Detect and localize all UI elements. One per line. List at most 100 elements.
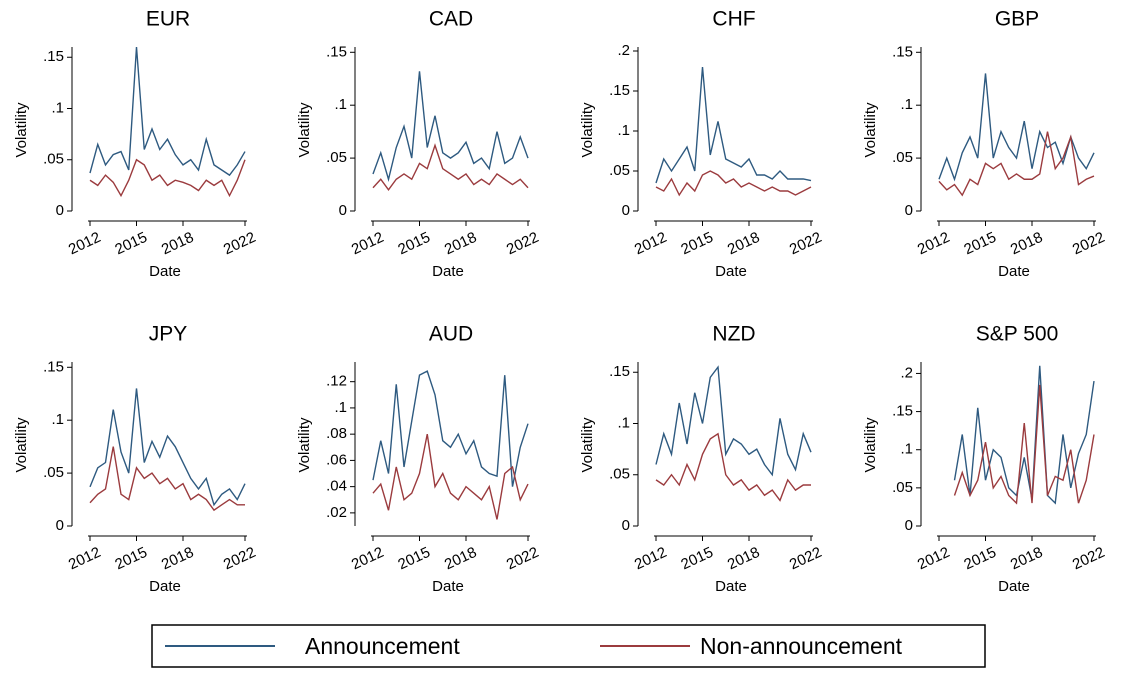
y-tick-label: .1 [900,96,913,113]
series-line: Non-announcement [372,434,529,520]
y-tick-label: .2 [900,364,913,381]
y-tick-label: 0 [339,202,347,219]
x-tick-label: 2018 [442,544,479,574]
x-tick-label: 2018 [1008,229,1045,259]
x-axis-label: Date [432,263,464,280]
y-tick-label: .15 [892,403,913,420]
y-tick-label: 0 [56,517,64,534]
x-tick-label: 2018 [159,229,196,259]
series-line: Non-announcement [938,131,1095,197]
legend-label: Announcement [305,633,460,659]
x-tick-label: 2022 [1070,544,1107,574]
y-tick-label: .05 [43,464,64,481]
y-axis-label: Volatility [296,417,313,473]
x-tick-label: 2022 [221,544,258,574]
series-line: Non-announcement [655,170,812,197]
y-axis-label: Volatility [862,102,879,158]
x-tick-label: 2012 [66,229,103,259]
y-tick-label: .15 [892,43,913,60]
series-line: Announcement [655,365,812,477]
x-tick-label: 2018 [725,544,762,574]
x-tick-label: 2015 [395,229,432,259]
y-tick-label: .04 [326,478,347,495]
y-tick-label: .15 [609,363,630,380]
x-tick-label: 2015 [678,544,715,574]
x-tick-label: 2012 [632,544,669,574]
y-axis-label: Volatility [862,417,879,473]
series-line: Announcement [655,66,812,184]
y-tick-label: .06 [326,451,347,468]
y-tick-label: .05 [609,162,630,179]
x-tick-label: 2018 [442,229,479,259]
y-tick-label: .05 [326,149,347,166]
y-tick-label: .02 [326,504,347,521]
y-tick-label: .1 [51,99,64,116]
y-tick-label: .15 [326,43,347,60]
x-tick-label: 2012 [915,229,952,259]
x-tick-label: 2012 [632,229,669,259]
x-axis-label: Date [715,578,747,595]
chart-title: GBP [995,8,1039,31]
y-tick-label: .1 [334,96,347,113]
x-tick-label: 2022 [221,229,258,259]
series-line: Non-announcement [89,158,246,198]
series-line: Non-announcement [953,384,1095,505]
chart-title: S&P 500 [976,323,1059,346]
x-tick-label: 2022 [787,544,824,574]
y-tick-label: 0 [56,202,64,219]
y-tick-label: .15 [43,48,64,65]
y-tick-label: .1 [617,122,630,139]
series-line: Announcement [953,365,1095,505]
x-tick-label: 2022 [787,229,824,259]
x-tick-label: 2015 [961,229,998,259]
y-tick-label: .12 [326,373,347,390]
x-tick-label: 2015 [961,544,998,574]
series-line: Non-announcement [372,143,529,192]
x-axis-label: Date [998,263,1030,280]
legend-box [151,624,986,668]
x-tick-label: 2012 [349,229,386,259]
x-tick-label: 2022 [504,544,541,574]
series-line: Non-announcement [655,432,811,502]
y-tick-label: .05 [43,151,64,168]
y-axis-label: Volatility [13,417,30,473]
y-tick-label: 0 [622,517,630,534]
x-tick-label: 2012 [66,544,103,574]
series-line: Non-announcement [89,446,245,512]
y-tick-label: .1 [900,441,913,458]
x-axis-label: Date [432,578,464,595]
x-tick-label: 2018 [725,229,762,259]
x-tick-label: 2015 [112,229,149,259]
x-tick-label: 2015 [112,544,149,574]
x-tick-label: 2018 [1008,544,1045,574]
chart-title: CAD [429,8,473,31]
y-axis-label: Volatility [296,102,313,158]
y-tick-label: .08 [326,425,347,442]
chart-title: NZD [712,323,755,346]
chart-title: AUD [429,323,473,346]
series-line: Announcement [89,388,246,507]
series-line: Announcement [89,46,246,177]
x-axis-label: Date [715,263,747,280]
y-tick-label: .15 [609,82,630,99]
y-tick-label: .2 [617,42,630,59]
legend-label: Non-announcement [700,633,903,659]
y-tick-label: .05 [892,479,913,496]
y-tick-label: .1 [51,411,64,428]
series-line: Announcement [938,73,1095,182]
x-axis-label: Date [998,578,1030,595]
x-tick-label: 2015 [678,229,715,259]
x-tick-label: 2012 [349,544,386,574]
x-tick-label: 2022 [1070,229,1107,259]
x-tick-label: 2022 [504,229,541,259]
x-axis-label: Date [149,578,181,595]
y-tick-label: 0 [622,202,630,219]
y-tick-label: .05 [609,466,630,483]
x-tick-label: 2012 [915,544,952,574]
x-tick-label: 2015 [395,544,432,574]
y-tick-label: .05 [892,149,913,166]
y-tick-label: .1 [617,414,630,431]
y-axis-label: Volatility [579,102,596,158]
